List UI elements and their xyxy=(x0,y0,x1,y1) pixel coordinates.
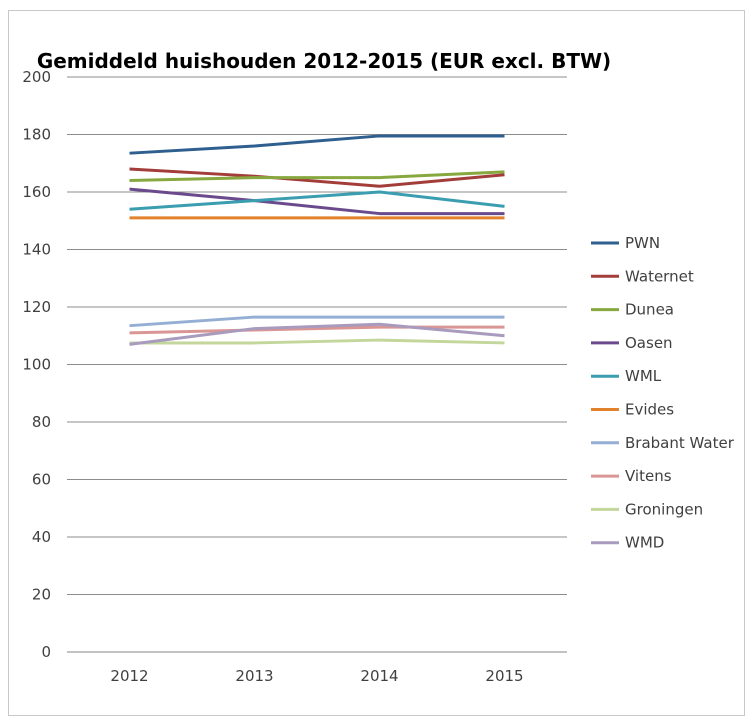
legend-label: Vitens xyxy=(625,467,672,485)
series-line-wmd xyxy=(129,322,505,346)
series-line-groningen xyxy=(129,338,505,345)
legend-label: Brabant Water xyxy=(625,434,735,452)
y-tick-label: 80 xyxy=(32,413,51,431)
x-axis-ticks: 2012 2013 2014 2015 xyxy=(110,667,523,685)
y-tick-label: 20 xyxy=(32,586,51,604)
series-line-dunea xyxy=(129,170,505,182)
x-tick-label: 2015 xyxy=(485,667,523,685)
series-line-vitens xyxy=(129,325,505,335)
chart-title: Gemiddeld huishouden 2012-2015 (EUR excl… xyxy=(37,49,611,73)
x-tick-label: 2014 xyxy=(360,667,398,685)
y-axis-ticks: 0 20 40 60 80 100 120 140 160 180 200 xyxy=(22,68,51,661)
series-line-oasen xyxy=(129,187,505,216)
y-tick-label: 120 xyxy=(22,298,51,316)
series-line-brabant-water xyxy=(129,315,505,328)
series-lines xyxy=(129,134,505,346)
legend-label: Evides xyxy=(625,401,674,419)
y-tick-label: 60 xyxy=(32,471,51,489)
legend-label: Waternet xyxy=(625,267,694,285)
series-line-waternet xyxy=(129,167,505,188)
legend: PWN Waternet Dunea Oasen WML Evides Brabant Wa… xyxy=(591,234,735,552)
y-tick-label: 100 xyxy=(22,356,51,374)
gridlines xyxy=(67,76,567,653)
y-tick-label: 40 xyxy=(32,528,51,546)
y-tick-label: 160 xyxy=(22,183,51,201)
legend-label: Groningen xyxy=(625,500,703,518)
chart-frame: Gemiddeld huishouden 2012-2015 (EUR excl… xyxy=(8,10,745,716)
legend-label: Dunea xyxy=(625,301,674,319)
y-tick-label: 200 xyxy=(22,68,51,86)
legend-label: WML xyxy=(625,367,662,385)
legend-label: Oasen xyxy=(625,334,673,352)
y-tick-label: 180 xyxy=(22,126,51,144)
x-tick-label: 2012 xyxy=(110,667,148,685)
legend-label: WMD xyxy=(625,534,664,552)
series-line-wml xyxy=(129,190,505,211)
x-tick-label: 2013 xyxy=(235,667,273,685)
y-tick-label: 140 xyxy=(22,241,51,259)
y-tick-label: 0 xyxy=(41,643,51,661)
line-chart: Gemiddeld huishouden 2012-2015 (EUR excl… xyxy=(22,49,735,685)
series-line-pwn xyxy=(129,134,505,155)
legend-label: PWN xyxy=(625,234,660,252)
